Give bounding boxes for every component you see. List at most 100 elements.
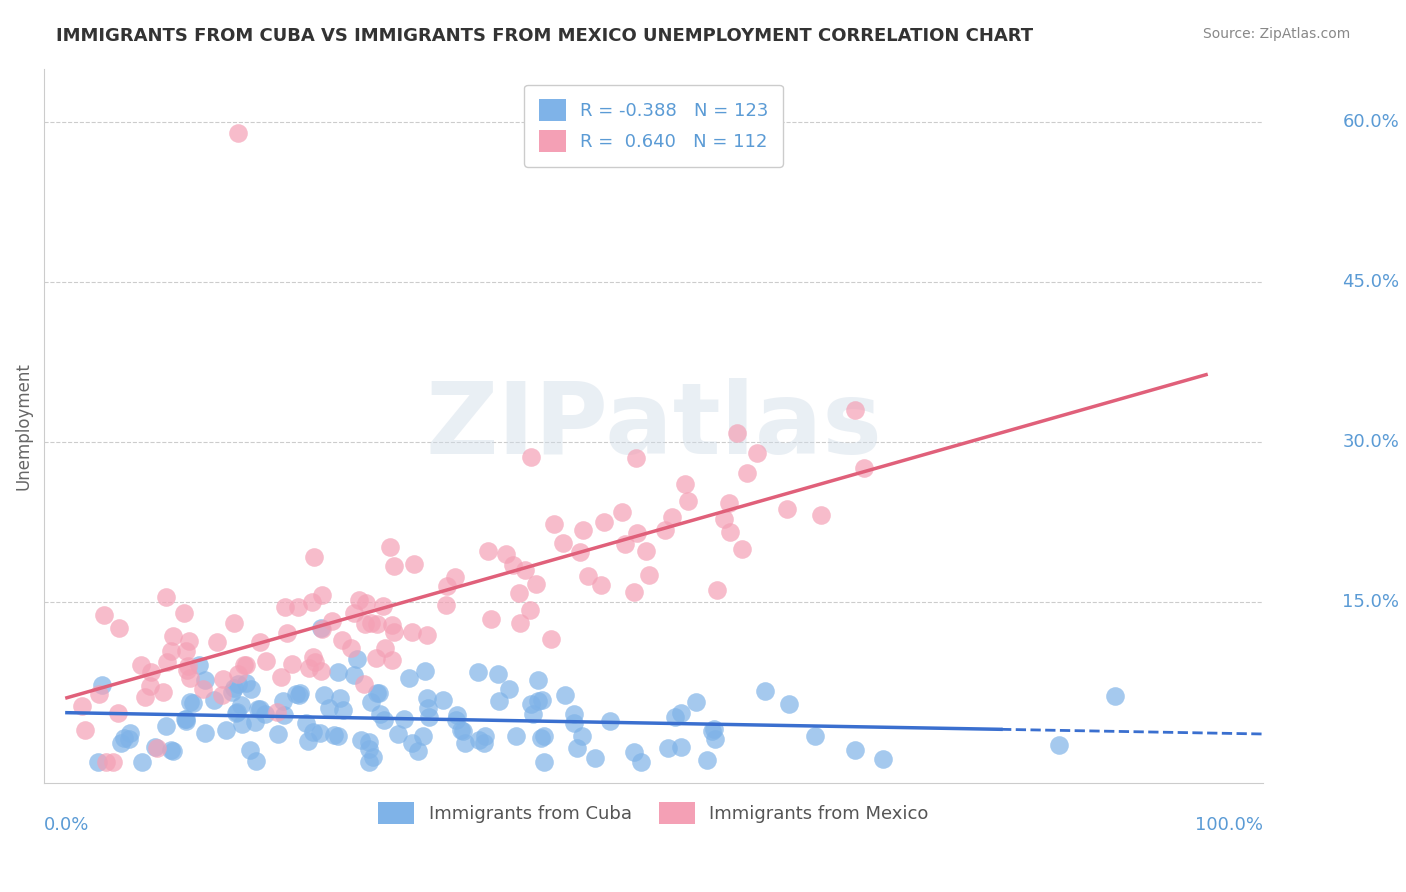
Immigrants from Mexico — [233, 657, 256, 672]
Immigrants from Cuba — [599, 714, 621, 728]
Immigrants from Cuba — [235, 676, 257, 690]
Immigrants from Cuba — [254, 706, 277, 721]
Immigrants from Cuba — [664, 710, 686, 724]
Immigrants from Cuba — [373, 714, 395, 728]
Immigrants from Cuba — [214, 723, 236, 737]
Immigrants from Mexico — [366, 650, 388, 665]
Immigrants from Mexico — [508, 586, 530, 600]
Immigrants from Mexico — [578, 569, 600, 583]
Immigrants from Mexico — [177, 659, 200, 673]
Immigrants from Cuba — [444, 713, 467, 727]
Immigrants from Mexico — [176, 663, 198, 677]
Immigrants from Cuba — [505, 730, 527, 744]
Immigrants from Mexico — [626, 450, 648, 465]
Immigrants from Cuba — [288, 688, 311, 702]
Immigrants from Cuba — [188, 657, 211, 672]
Immigrants from Cuba — [249, 702, 271, 716]
Immigrants from Mexico — [718, 524, 741, 539]
Immigrants from Cuba — [630, 755, 652, 769]
Immigrants from Cuba — [671, 740, 693, 755]
Immigrants from Cuba — [754, 683, 776, 698]
Immigrants from Cuba — [226, 705, 249, 719]
Immigrants from Cuba — [131, 755, 153, 769]
Immigrants from Cuba — [778, 697, 800, 711]
Immigrants from Mexico — [436, 579, 458, 593]
Immigrants from Cuba — [671, 706, 693, 721]
Immigrants from Mexico — [404, 558, 426, 572]
Immigrants from Mexico — [593, 515, 616, 529]
Immigrants from Mexico — [543, 517, 565, 532]
Immigrants from Cuba — [322, 728, 344, 742]
Immigrants from Cuba — [224, 681, 246, 695]
Immigrants from Cuba — [225, 706, 247, 720]
Immigrants from Mexico — [356, 596, 378, 610]
Immigrants from Mexico — [179, 634, 201, 648]
Immigrants from Cuba — [308, 726, 330, 740]
Immigrants from Cuba — [467, 665, 489, 680]
Immigrants from Mexico — [634, 544, 657, 558]
Immigrants from Mexico — [382, 625, 405, 640]
Immigrants from Mexico — [509, 615, 531, 630]
Immigrants from Mexico — [176, 644, 198, 658]
Immigrants from Mexico — [298, 661, 321, 675]
Immigrants from Mexico — [673, 477, 696, 491]
Immigrants from Cuba — [155, 719, 177, 733]
Immigrants from Cuba — [702, 724, 724, 739]
Immigrants from Mexico — [266, 705, 288, 719]
Immigrants from Mexico — [591, 578, 613, 592]
Immigrants from Mexico — [134, 690, 156, 704]
Immigrants from Cuba — [247, 702, 270, 716]
Immigrants from Cuba — [202, 692, 225, 706]
Immigrants from Mexico — [613, 537, 636, 551]
Immigrants from Cuba — [288, 686, 311, 700]
Immigrants from Cuba — [472, 736, 495, 750]
Immigrants from Mexico — [311, 588, 333, 602]
Immigrants from Mexico — [524, 577, 547, 591]
Immigrants from Mexico — [311, 622, 333, 636]
Immigrants from Cuba — [562, 706, 585, 721]
Immigrants from Mexico — [302, 549, 325, 564]
Immigrants from Mexico — [162, 629, 184, 643]
Immigrants from Cuba — [343, 668, 366, 682]
Immigrants from Mexico — [212, 672, 235, 686]
Immigrants from Cuba — [571, 729, 593, 743]
Immigrants from Cuba — [418, 710, 440, 724]
Text: 60.0%: 60.0% — [1343, 113, 1399, 131]
Immigrants from Mexico — [381, 617, 404, 632]
Immigrants from Cuba — [446, 708, 468, 723]
Immigrants from Cuba — [522, 707, 544, 722]
Immigrants from Mexico — [138, 679, 160, 693]
Immigrants from Mexico — [339, 640, 361, 655]
Immigrants from Cuba — [181, 696, 204, 710]
Immigrants from Cuba — [229, 698, 252, 712]
Immigrants from Mexico — [249, 635, 271, 649]
Text: ZIPatlas: ZIPatlas — [425, 377, 882, 475]
Immigrants from Cuba — [533, 755, 555, 769]
Immigrants from Mexico — [274, 600, 297, 615]
Immigrants from Cuba — [520, 698, 543, 712]
Immigrants from Cuba — [844, 743, 866, 757]
Immigrants from Mexico — [572, 523, 595, 537]
Immigrants from Mexico — [725, 426, 748, 441]
Immigrants from Mexico — [146, 741, 169, 756]
Immigrants from Cuba — [231, 717, 253, 731]
Immigrants from Cuba — [357, 742, 380, 756]
Immigrants from Cuba — [329, 690, 352, 705]
Immigrants from Mexico — [853, 461, 876, 475]
Immigrants from Cuba — [530, 731, 553, 745]
Immigrants from Mexico — [381, 653, 404, 667]
Immigrants from Cuba — [527, 673, 550, 687]
Text: 15.0%: 15.0% — [1343, 593, 1399, 611]
Immigrants from Mexico — [610, 505, 633, 519]
Immigrants from Mexico — [434, 598, 457, 612]
Immigrants from Mexico — [737, 467, 759, 481]
Immigrants from Cuba — [703, 723, 725, 737]
Immigrants from Cuba — [90, 678, 112, 692]
Immigrants from Mexico — [553, 536, 575, 550]
Text: Source: ZipAtlas.com: Source: ZipAtlas.com — [1202, 27, 1350, 41]
Immigrants from Mexico — [276, 626, 298, 640]
Immigrants from Cuba — [194, 726, 217, 740]
Immigrants from Cuba — [533, 729, 555, 743]
Immigrants from Cuba — [451, 723, 474, 738]
Immigrants from Mexico — [520, 450, 543, 464]
